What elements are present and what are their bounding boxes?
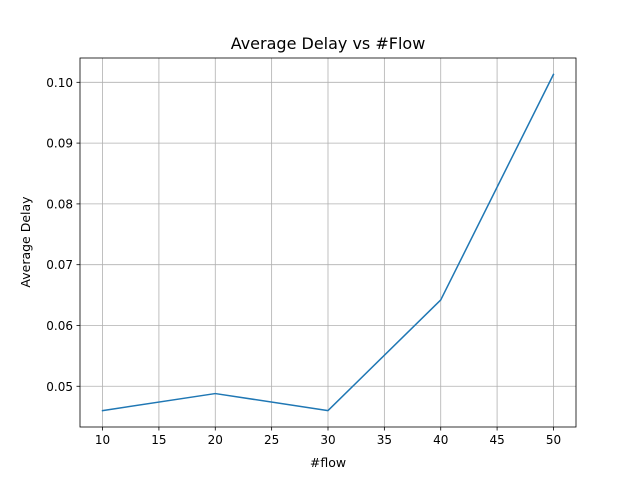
x-tick-label: 35: [377, 433, 392, 447]
y-axis-label: Average Delay: [18, 196, 33, 288]
y-tick-label: 0.06: [46, 319, 73, 333]
y-tick-label: 0.07: [46, 258, 73, 272]
y-tick-label: 0.05: [46, 380, 73, 394]
series-layer: [101, 73, 555, 412]
x-tick-label: 20: [208, 433, 223, 447]
x-tick-label: 25: [264, 433, 279, 447]
chart-title: Average Delay vs #Flow: [231, 34, 426, 53]
y-tick-label: 0.10: [46, 76, 73, 90]
x-tick-label: 10: [95, 433, 110, 447]
x-tick-label: 50: [546, 433, 561, 447]
x-tick-label: 40: [433, 433, 448, 447]
series-line-0: [101, 73, 555, 412]
x-axis-label: #flow: [310, 455, 346, 470]
x-axis-ticks: 10 15 20 25 30 35 40 45 50: [95, 427, 561, 447]
y-tick-label: 0.08: [46, 197, 73, 211]
x-tick-label: 30: [320, 433, 335, 447]
x-tick-label: 15: [151, 433, 166, 447]
x-tick-label: 45: [489, 433, 504, 447]
grid: [80, 58, 576, 427]
y-axis-ticks: 0.05 0.06 0.07 0.08 0.09 0.10: [46, 76, 80, 394]
y-tick-label: 0.09: [46, 137, 73, 151]
